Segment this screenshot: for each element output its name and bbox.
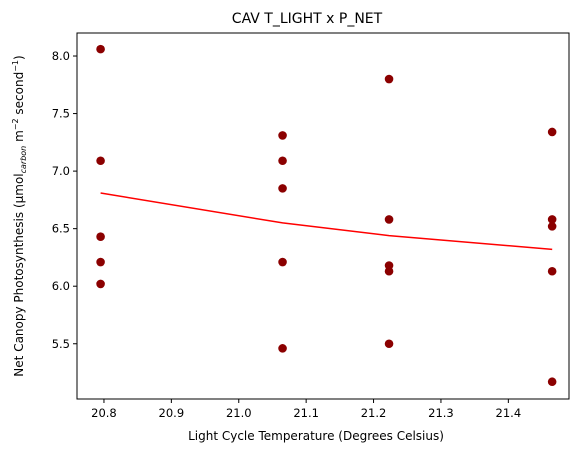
y-axis-title-sup2: −1 [11,60,20,72]
data-point [547,222,557,231]
y-axis-title-suffix: ) [12,55,26,60]
data-point [384,266,394,276]
x-axis: 20.8 20.9 21.0 21.1 21.2 21.3 21.4 [91,399,521,420]
data-point [96,156,105,166]
trend-line [100,192,553,251]
data-point [384,215,394,224]
data-point [384,339,394,349]
plot-area-frame [76,32,570,400]
y-tick-label: 5.5 [52,337,70,351]
x-tick-label: 20.8 [91,406,117,420]
data-point [278,344,287,353]
data-point [547,377,557,387]
y-axis-title-mid1: m [12,130,26,146]
x-tick-label: 21.4 [496,406,522,420]
y-axis-title-sup1: −2 [11,118,20,130]
y-tick-label: 7.5 [52,107,70,121]
data-point [384,74,394,84]
data-point [96,257,105,267]
x-tick-label: 21.1 [293,406,319,420]
data-point [278,257,287,267]
x-tick-label: 20.9 [159,406,185,420]
y-tick-label: 7.0 [52,164,70,178]
y-axis: 5.5 6.0 6.5 7.0 7.5 8.0 [52,49,77,351]
data-point [547,127,557,137]
y-tick-label: 6.0 [52,279,70,293]
y-axis-title-prefix: Net Canopy Photosynthesis (µmol [12,173,26,376]
data-point [547,215,557,224]
x-tick-label: 21.3 [428,406,454,420]
x-tick-label: 21.2 [361,406,387,420]
data-point [278,184,287,193]
y-tick-label: 8.0 [52,49,70,63]
y-axis-title: Net Canopy Photosynthesis (µmolcarbon m−… [11,55,28,376]
data-point [278,131,287,140]
data-point [96,279,105,289]
data-point [547,266,557,276]
chart-title: CAV T_LIGHT x P_NET [232,11,383,27]
y-axis-title-mid2: second [12,72,26,119]
x-tick-label: 21.0 [226,406,252,420]
data-points [96,44,557,387]
data-point [96,44,105,54]
x-axis-title: Light Cycle Temperature (Degrees Celsius… [188,429,444,443]
y-axis-title-sub: carbon [19,146,28,174]
data-point [96,232,105,242]
data-point [278,156,287,166]
y-tick-label: 6.5 [52,222,70,236]
